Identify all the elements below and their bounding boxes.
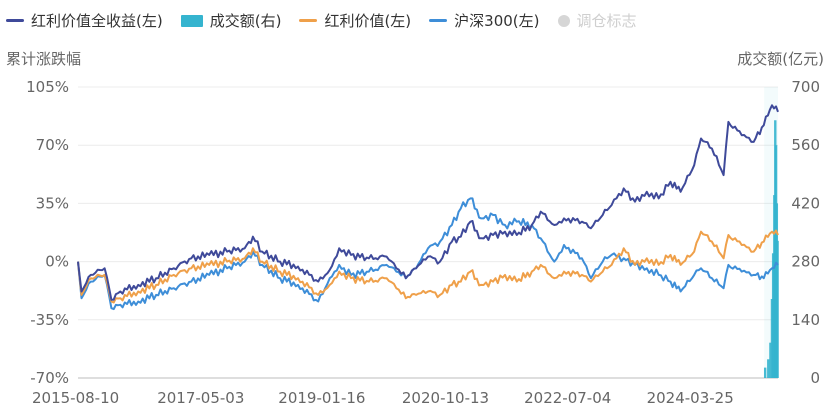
legend-item-total-return[interactable]: 红利价值全收益(左) [6,10,163,31]
y-left-tick-label: 0% [45,253,69,271]
legend-item-hs300[interactable]: 沪深300(左) [429,10,540,31]
right-axis-title: 成交额(亿元) [737,50,824,68]
y-left-tick-label: 70% [36,136,69,154]
legend-label-rebalance: 调仓标志 [576,12,637,30]
volume-bar [776,240,779,378]
series-line-hs300 [77,197,779,311]
legend-item-volume[interactable]: 成交额(右) [180,10,282,31]
volume-bar [769,342,772,378]
x-tick-label: 2015-08-10 [32,389,119,407]
legend-label-total-return: 红利价值全收益(左) [31,12,163,30]
series-line-total [77,104,779,301]
left-axis-title: 累计涨跌幅 [6,50,82,68]
y-right-tick-label: 140 [791,311,820,329]
x-tick-label: 2022-07-04 [524,389,611,407]
y-right-tick-label: 0 [810,369,820,387]
x-tick-label: 2024-03-25 [647,389,734,407]
legend-line-total-return [6,19,24,22]
x-tick-label: 2017-05-03 [157,389,244,407]
y-left-tick-label: -70% [30,369,69,387]
y-left-tick-label: -35% [30,311,69,329]
y-left-tick-label: 105% [26,78,69,96]
legend: 红利价值全收益(左) 成交额(右) 红利价值(左) 沪深300(左) 调仓标志 [6,10,637,31]
y-right-tick-label: 560 [791,136,820,154]
y-right-tick-label: 700 [791,78,820,96]
legend-line-value [299,19,318,22]
x-tick-label: 2020-10-13 [402,389,489,407]
y-right-tick-label: 280 [791,253,820,271]
y-right-tick-label: 420 [791,194,820,212]
volume-bar [767,359,770,378]
y-left-tick-label: 35% [36,194,69,212]
legend-label-volume: 成交额(右) [209,12,282,30]
legend-label-value: 红利价值(左) [324,12,412,30]
legend-item-value[interactable]: 红利价值(左) [299,10,411,31]
series-line-value [77,229,779,304]
legend-label-hs300: 沪深300(左) [454,12,540,30]
volume-bar [763,367,767,378]
legend-bar-volume [180,14,203,27]
legend-dot-rebalance [557,14,570,27]
legend-item-rebalance[interactable]: 调仓标志 [557,10,637,31]
x-tick-label: 2019-01-16 [278,389,365,407]
legend-line-hs300 [429,19,448,22]
